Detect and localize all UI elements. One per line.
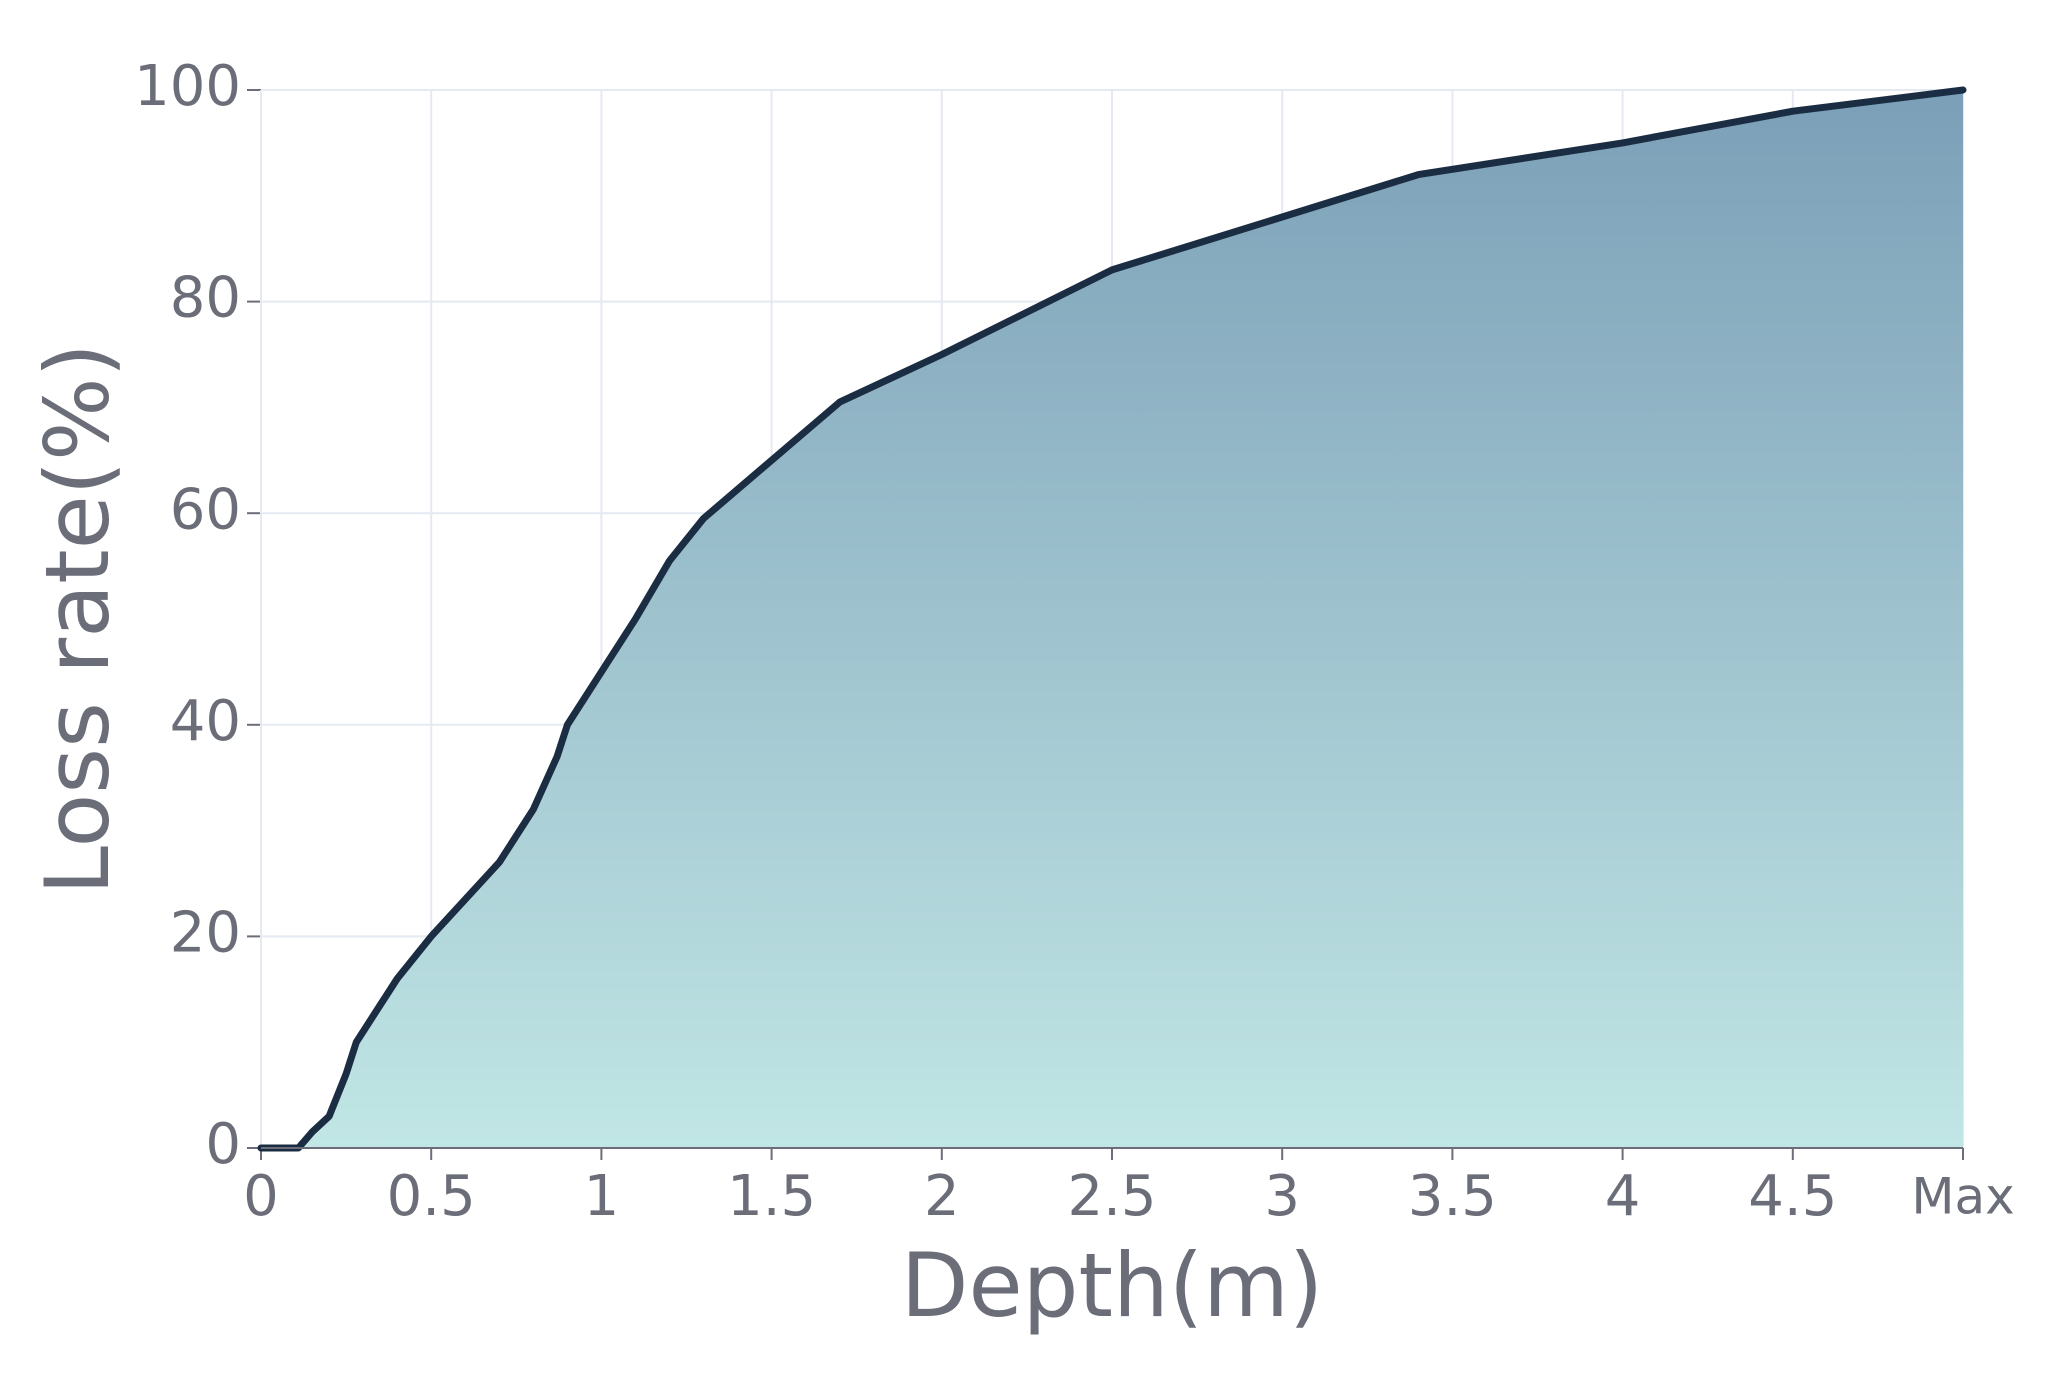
line: [257, 86, 1967, 1152]
x-tick-label: 2.5: [1067, 1164, 1156, 1229]
y-tick-label: 60: [170, 477, 241, 542]
x-axis-title: Depth(m): [901, 1234, 1323, 1337]
y-tick-label: 0: [205, 1112, 241, 1177]
x-tick-label: 3.5: [1408, 1164, 1497, 1229]
x-tick-label: 0: [243, 1164, 279, 1229]
x-tick-label: 4: [1605, 1164, 1641, 1229]
y-tick-label: 80: [170, 266, 241, 331]
y-axis-title: Loss rate(%): [26, 343, 129, 895]
y-tick-label: 20: [170, 901, 241, 966]
x-tick-label: 3: [1264, 1164, 1300, 1229]
x-tick-label: 1: [584, 1164, 620, 1229]
x-tick-label: 4.5: [1748, 1164, 1837, 1229]
y-tick-label: 40: [170, 689, 241, 754]
y-tick-label: 100: [134, 54, 241, 119]
x-tick-label: 1.5: [727, 1164, 816, 1229]
x-tick-label: 0.5: [387, 1164, 476, 1229]
x-tick-label: 2: [924, 1164, 960, 1229]
area-fill: [261, 90, 1963, 1148]
x-tick-label: Max: [1911, 1168, 2014, 1226]
